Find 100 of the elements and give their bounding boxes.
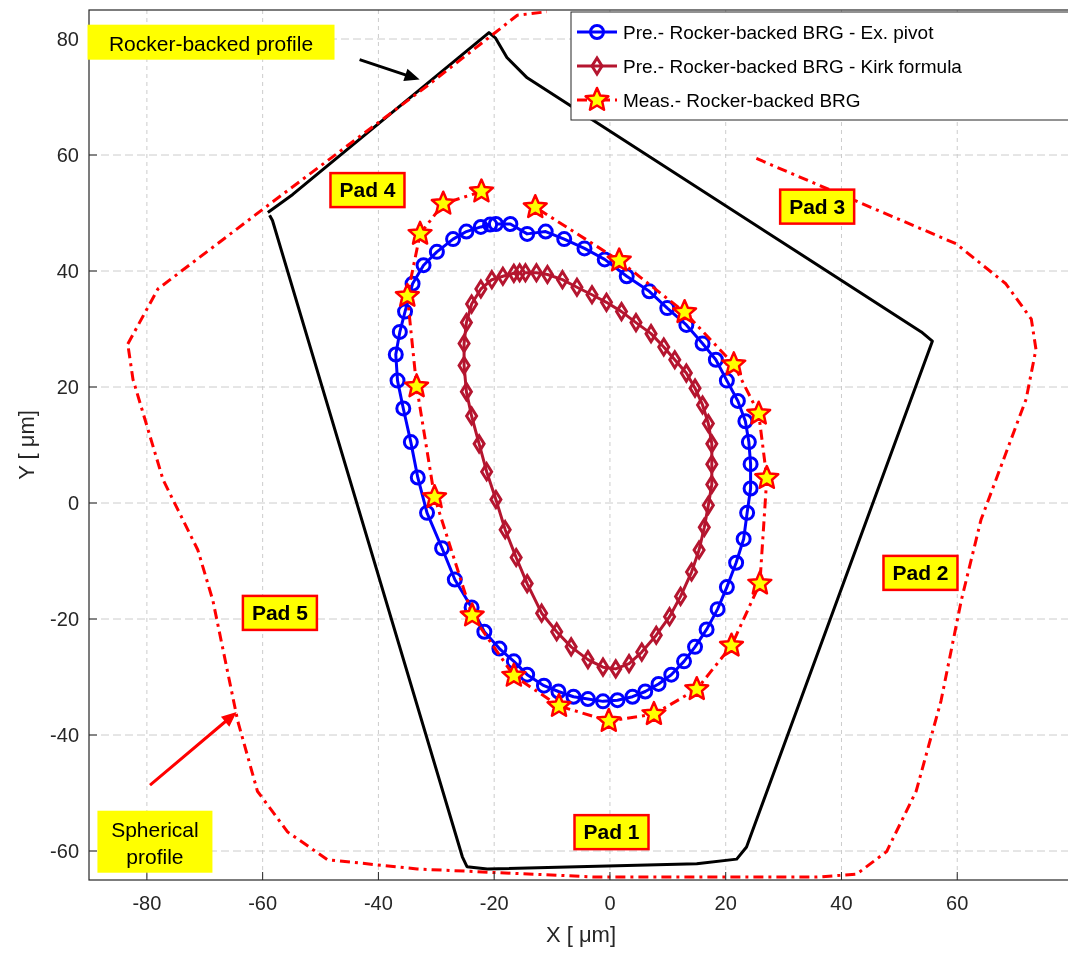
point [457, 356, 471, 376]
x-tick-label: 40 [830, 892, 853, 914]
point [728, 554, 745, 571]
point [507, 263, 521, 283]
point [389, 372, 406, 389]
point [501, 662, 527, 687]
point [694, 335, 711, 352]
point [434, 540, 451, 557]
x-tick-label: -20 [479, 892, 509, 914]
point [570, 277, 584, 297]
point [482, 216, 499, 233]
point [513, 263, 527, 283]
y-tick-label: 60 [56, 144, 79, 166]
point [550, 622, 564, 642]
point [718, 579, 735, 596]
point [735, 530, 752, 547]
x-tick-label: -60 [248, 892, 278, 914]
x-tick-label: 0 [604, 892, 616, 914]
point [419, 504, 436, 521]
legend-label: Meas.- Rocker-backed BRG [623, 90, 861, 111]
point [696, 395, 710, 415]
point [445, 231, 462, 248]
point [579, 691, 596, 708]
point [518, 263, 532, 283]
point [472, 218, 489, 235]
point [596, 657, 610, 677]
point [491, 640, 508, 657]
point [472, 434, 486, 454]
y-axis-title: Y [ μm] [14, 410, 39, 480]
point [599, 292, 613, 312]
x-tick-label: 20 [714, 892, 737, 914]
point [565, 688, 582, 705]
point [395, 400, 412, 417]
point [421, 483, 448, 509]
point [671, 298, 698, 324]
x-axis-title: X [ μm] [545, 922, 617, 947]
point [476, 623, 493, 640]
point [496, 266, 510, 286]
point [535, 603, 549, 623]
legend-label: Pre.- Rocker-backed BRG - Kirk formula [623, 56, 963, 77]
point [688, 378, 702, 398]
point [537, 223, 554, 240]
y-tick-label: -60 [50, 840, 79, 862]
annotation: Pad 4 [339, 178, 396, 202]
point [555, 270, 569, 290]
point [402, 434, 419, 451]
y-tick-label: 40 [56, 260, 79, 282]
point [468, 178, 495, 203]
point [459, 313, 473, 333]
point [391, 323, 408, 340]
point [674, 586, 688, 606]
point [407, 220, 433, 245]
y-tick-label: -40 [50, 724, 79, 746]
point [474, 279, 488, 299]
point [615, 302, 629, 322]
point [502, 216, 519, 233]
point [701, 495, 715, 515]
point [465, 294, 479, 314]
point [596, 251, 613, 268]
point [676, 653, 693, 670]
point [458, 223, 475, 240]
x-tick-label: -40 [363, 892, 393, 914]
point [519, 666, 536, 683]
legend-label: Pre.- Rocker-backed BRG - Ex. pivot [623, 22, 935, 43]
point [742, 456, 759, 473]
point [622, 654, 636, 674]
point [459, 382, 473, 402]
point [742, 480, 759, 497]
point [697, 517, 711, 537]
point [740, 434, 757, 451]
point [729, 392, 746, 409]
point [430, 190, 456, 215]
x-tick-label: 60 [946, 892, 969, 914]
point [609, 659, 623, 679]
point [585, 285, 599, 305]
y-tick-label: 20 [56, 376, 79, 398]
point [529, 263, 543, 283]
annotation: Pad 2 [892, 560, 949, 584]
point [746, 400, 772, 425]
point [550, 683, 567, 700]
point [576, 240, 593, 257]
point [707, 351, 724, 368]
point [635, 642, 649, 662]
point [520, 574, 534, 594]
point [754, 464, 780, 490]
point [540, 264, 554, 284]
point [637, 683, 654, 700]
point [705, 434, 719, 454]
point [705, 454, 719, 474]
point [596, 707, 622, 733]
x-tick-label: -80 [132, 892, 162, 914]
point [465, 406, 479, 426]
point [505, 653, 522, 670]
y-tick-label: 80 [56, 28, 79, 50]
point [684, 675, 710, 701]
point [403, 373, 430, 398]
point [698, 621, 715, 638]
point [595, 693, 611, 710]
point [692, 540, 706, 560]
point [509, 548, 523, 568]
